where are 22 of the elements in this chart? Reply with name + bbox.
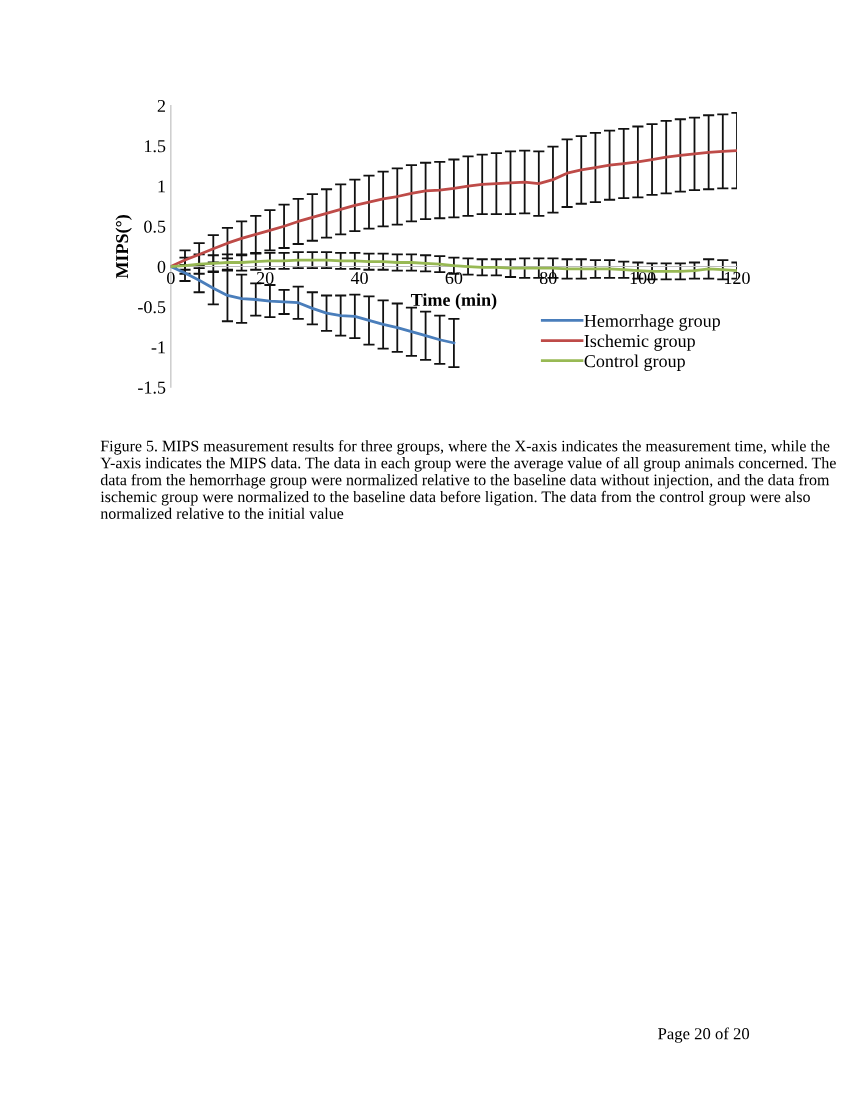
x-tick-label: 20: [256, 271, 274, 285]
y-tick-label: 0.5: [144, 220, 166, 233]
y-tick-label: 2: [157, 99, 165, 112]
legend-label: Hemorrhage group: [584, 314, 720, 331]
y-tick-label: 1: [158, 180, 165, 193]
line-series: [170, 258, 737, 273]
x-tick-label: 60: [445, 271, 463, 285]
line-series: [170, 149, 737, 268]
x-tick-label: 0: [167, 271, 175, 285]
y-tick-label: 0: [157, 260, 166, 273]
caption: Figure 5. MIPS measurement results for three groups, where the X-axis indicates the measurement time, while the Y-axis indicates the MIPS data. The data in each group were the average value of all group animals concerned. The data from the hemorrhage group were normalized relative to the baseline data without injection, and the data from ischemic group were normalized to the baseline data before ligation. The data from the control group were also normalized relative to the initial value: [100, 440, 836, 519]
y-axis-title: MIPS(°): [115, 215, 132, 279]
x-tick-label: 40: [350, 271, 368, 285]
legend-label: Control group: [584, 354, 685, 371]
legend-label: Ischemic group: [584, 334, 695, 351]
x-axis-title: Time (min): [410, 293, 497, 310]
y-tick-label: -0.5: [138, 301, 166, 314]
y-tick-label: 1.5: [145, 140, 166, 153]
x-tick-label: 120: [725, 271, 750, 285]
y-tick-label: -1: [151, 341, 165, 354]
text: Page 20 of 20: [658, 1027, 750, 1043]
y-tick-label: -1.5: [138, 381, 166, 394]
